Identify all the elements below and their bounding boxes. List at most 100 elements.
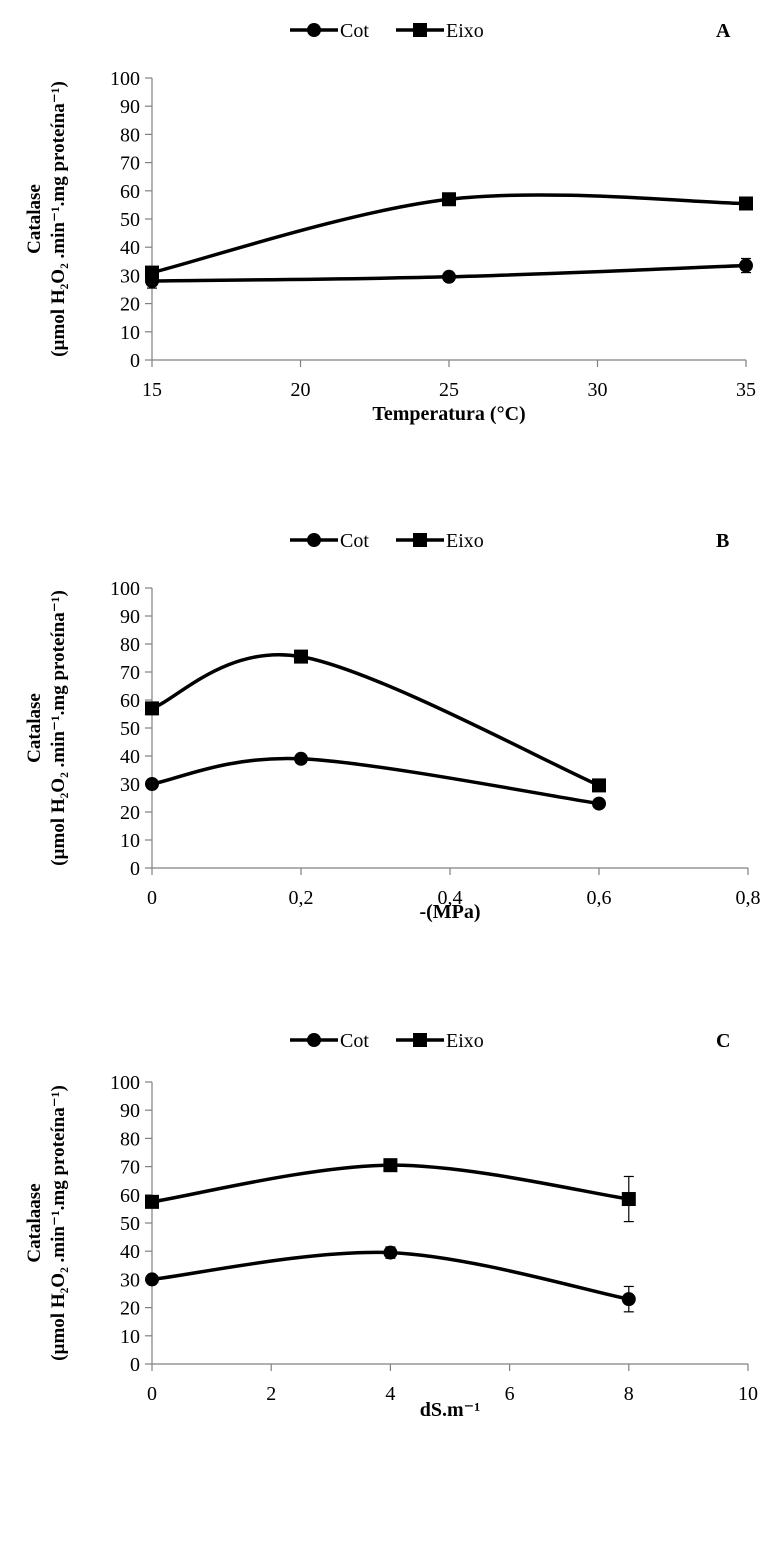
legend: Cot Eixo: [290, 1030, 484, 1052]
y-tick-label: 10: [120, 830, 140, 852]
x-axis-label: dS.m⁻¹: [420, 1399, 480, 1421]
point-cot: [145, 777, 159, 791]
x-tick-label: 6: [505, 1383, 515, 1405]
chart-c-svg: Cot Eixo C 0 10 20 30 40 50 60 70 80 90 100 0 2 4 6 8 10 dS.…: [24, 1030, 758, 1421]
point-eixo: [383, 1158, 398, 1173]
chart-panel-c: Cot Eixo C 0 10 20 30 40 50 60 70 80 90 100 0 2 4 6 8 10 dS.…: [0, 1020, 768, 1520]
point-cot: [592, 796, 606, 811]
point-cot: [145, 1272, 159, 1287]
y-axis-label: Catalase: [24, 184, 45, 254]
y-tick-label: 70: [120, 1157, 140, 1179]
legend-square-marker: [413, 1033, 427, 1047]
y-tick-label: 50: [120, 1213, 140, 1235]
x-axis-label: Temperatura (°C): [372, 403, 525, 425]
point-eixo: [145, 701, 159, 716]
chart-a-svg: Cot Eixo A 0 10 20 30 40 50 60 70 80 90 100 15 20 25 30 35…: [24, 20, 756, 425]
x-tick-label: 0: [147, 1383, 157, 1405]
y-tick-label: 10: [120, 322, 140, 344]
series-line-cot: [151, 756, 600, 806]
y-tick-label: 60: [120, 690, 140, 712]
y-tick-label: 20: [120, 1298, 140, 1320]
y-tick-label: 30: [120, 1269, 140, 1291]
legend-label: Cot: [340, 1030, 369, 1052]
point-eixo: [592, 778, 606, 793]
x-tick-label: 0,4: [438, 887, 463, 909]
y-tick-label: 0: [130, 1354, 140, 1376]
panel-letter: B: [716, 530, 729, 552]
point-cot: [442, 269, 456, 284]
x-tick-label: 25: [439, 379, 459, 401]
y-axis-label: Catalaase: [24, 1183, 45, 1262]
x-tick-label: 15: [142, 379, 162, 401]
y-tick-label: 20: [120, 802, 140, 824]
x-tick-label: 0: [147, 887, 157, 909]
legend-square-marker: [413, 23, 427, 37]
series-line-eixo: [151, 653, 600, 788]
legend: Cot Eixo: [290, 530, 484, 552]
point-eixo: [621, 1192, 636, 1207]
x-tick-label: 0,6: [587, 887, 612, 909]
y-tick-label: 40: [120, 746, 140, 768]
y-tick-label: 20: [120, 294, 140, 316]
x-tick-label: 20: [291, 379, 311, 401]
chart-b-svg: Cot Eixo B 0 10 20 30 40 50 60 70 80 90 100 0 0,2 0,4 0,6…: [24, 530, 761, 923]
y-axis-label-units: (µmol H₂O₂ .min⁻¹.mg proteína⁻¹): [48, 81, 69, 357]
x-tick-label: 35: [736, 379, 756, 401]
legend-circle-marker: [307, 1033, 321, 1047]
point-cot: [621, 1292, 636, 1307]
panel-letter: C: [716, 1030, 730, 1052]
y-tick-label: 100: [110, 578, 140, 600]
y-tick-label: 100: [110, 1072, 140, 1094]
y-axis-label: Catalase: [24, 693, 45, 763]
point-cot: [739, 258, 753, 273]
y-tick-label: 60: [120, 1185, 140, 1207]
y-tick-label: 70: [120, 153, 140, 175]
legend-label: Cot: [340, 20, 369, 42]
y-tick-label: 0: [130, 858, 140, 880]
chart-panel-b: Cot Eixo B 0 10 20 30 40 50 60 70 80 90 100 0 0,2 0,4 0,6…: [0, 510, 768, 1010]
y-axis-label-units: (µmol H₂O₂ .min⁻¹.mg proteína⁻¹): [48, 590, 69, 866]
point-eixo: [145, 1194, 159, 1209]
point-eixo: [294, 649, 308, 664]
y-tick-label: 60: [120, 181, 140, 203]
panel-letter: A: [716, 20, 731, 42]
point-cot: [294, 751, 308, 766]
point-eixo: [739, 196, 753, 211]
y-tick-label: 80: [120, 1128, 140, 1150]
y-tick-label: 90: [120, 1100, 140, 1122]
x-tick-label: 10: [738, 1383, 758, 1405]
x-tick-label: 2: [266, 1383, 276, 1405]
legend-square-marker: [413, 533, 427, 547]
y-tick-label: 50: [120, 718, 140, 740]
x-axis-label: -(MPa): [419, 901, 480, 923]
y-tick-label: 30: [120, 265, 140, 287]
legend: Cot Eixo: [290, 20, 484, 42]
y-tick-label: 50: [120, 209, 140, 231]
y-tick-label: 80: [120, 634, 140, 656]
y-tick-label: 80: [120, 124, 140, 146]
y-tick-label: 0: [130, 350, 140, 372]
legend-label: Eixo: [446, 20, 484, 42]
y-tick-label: 40: [120, 1241, 140, 1263]
legend-circle-marker: [307, 23, 321, 37]
legend-circle-marker: [307, 533, 321, 547]
legend-label: Cot: [340, 530, 369, 552]
legend-label: Eixo: [446, 1030, 484, 1052]
y-tick-label: 30: [120, 774, 140, 796]
series-line-eixo: [151, 193, 747, 275]
x-tick-label: 30: [588, 379, 608, 401]
y-tick-label: 10: [120, 1326, 140, 1348]
y-axis-label-units: (µmol H₂O₂ .min⁻¹.mg proteína⁻¹): [48, 1085, 69, 1361]
x-tick-label: 8: [624, 1383, 634, 1405]
y-tick-label: 90: [120, 96, 140, 118]
point-eixo: [442, 192, 456, 207]
y-tick-label: 40: [120, 237, 140, 259]
y-tick-label: 100: [110, 68, 140, 90]
chart-panel-a: Cot Eixo A 0 10 20 30 40 50 60 70 80 90 100 15 20 25 30 35…: [0, 0, 768, 500]
x-tick-label: 0,2: [289, 887, 314, 909]
point-eixo: [145, 265, 159, 280]
legend-label: Eixo: [446, 530, 484, 552]
y-tick-label: 90: [120, 606, 140, 628]
x-tick-label: 4: [385, 1383, 395, 1405]
y-tick-label: 70: [120, 662, 140, 684]
